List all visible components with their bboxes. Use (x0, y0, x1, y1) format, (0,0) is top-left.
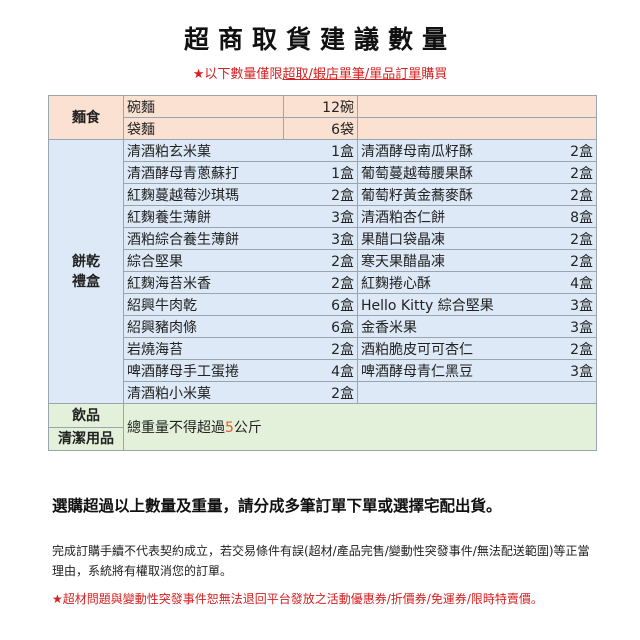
item-qty: 3盒 (531, 293, 597, 316)
item-qty: 3盒 (531, 359, 597, 382)
item-qty: 2盒 (531, 183, 597, 206)
item-name: 紅麴蔓越莓沙琪瑪 (123, 183, 284, 206)
item-name: 金香米果 (357, 315, 532, 338)
empty-cell (357, 95, 597, 118)
item-qty: 6盒 (283, 315, 358, 338)
item-name: 袋麵 (123, 117, 284, 140)
limit-value: 5 (225, 420, 234, 436)
table-row: 紅麴蔓越莓沙琪瑪 2盒 葡萄籽黃金蕎麥酥 2盒 (49, 183, 597, 206)
item-qty: 3盒 (283, 227, 358, 250)
table-row: 紹興牛肉乾 6盒 Hello Kitty 綜合堅果 3盒 (49, 293, 597, 316)
item-qty: 1盒 (283, 161, 358, 184)
split-order-note: 選購超過以上數量及重量，請分成多筆訂單下單或選擇宅配出貨。 (52, 497, 502, 515)
category-drinks: 飲品 (48, 403, 124, 428)
item-qty: 2盒 (531, 227, 597, 250)
item-name: 酒粕綜合養生薄餅 (123, 227, 284, 250)
subtitle-suffix: 購買 (421, 67, 448, 82)
item-name: 啤酒酵母手工蛋捲 (123, 359, 284, 382)
item-qty: 2盒 (283, 381, 358, 404)
item-name: 清酒粕小米菓 (123, 381, 284, 404)
item-name: 寒天果醋晶凍 (357, 249, 532, 272)
item-qty: 1盒 (283, 139, 358, 162)
item-qty: 2盒 (531, 249, 597, 272)
item-name: 葡萄籽黃金蕎麥酥 (357, 183, 532, 206)
item-name: 碗麵 (123, 95, 284, 118)
item-name: 紅麴養生薄餅 (123, 205, 284, 228)
item-qty: 2盒 (283, 249, 358, 272)
item-qty: 12碗 (283, 95, 358, 118)
table-row: 酒粕綜合養生薄餅 3盒 果醋口袋晶凍 2盒 (49, 227, 597, 250)
limit-prefix: 總重量不得超過 (127, 420, 225, 436)
item-name: 紹興豬肉條 (123, 315, 284, 338)
table-row: 紹興豬肉條 6盒 金香米果 3盒 (49, 315, 597, 338)
item-qty: 2盒 (531, 337, 597, 360)
table-row: 清潔用品 (48, 427, 597, 451)
empty-cell (357, 381, 597, 404)
category-line: 禮盒 (72, 273, 100, 290)
subtitle: ★以下數量僅限超取/蝦店單筆/單品訂單購買 (0, 63, 640, 82)
limit-suffix: 公斤 (233, 420, 262, 436)
item-qty: 2盒 (531, 161, 597, 184)
table-row: 飲品 總重量不得超過5公斤 (48, 403, 597, 451)
terms-note: 完成訂購手續不代表契約成立，若交易條件有誤(超材/產品完售/變動性突發事件/無法… (52, 544, 590, 578)
item-name: 紅麴海苔米香 (123, 271, 284, 294)
item-qty: 2盒 (283, 337, 358, 360)
table-row: 袋麵 6袋 (49, 117, 597, 140)
weight-limit: 總重量不得超過5公斤 (123, 403, 597, 451)
table-row: 紅麴海苔米香 2盒 紅麴捲心酥 4盒 (49, 271, 597, 294)
table-row: 啤酒酵母手工蛋捲 4盒 啤酒酵母青仁黑豆 3盒 (49, 359, 597, 382)
category-line: 餅乾 (72, 253, 100, 270)
item-name: 果醋口袋晶凍 (357, 227, 532, 250)
item-qty: 2盒 (531, 139, 597, 162)
item-name: 清酒粕玄米菓 (123, 139, 284, 162)
table-row: 餅乾 禮盒 清酒粕玄米菓 1盒 清酒酵母南瓜籽酥 2盒 (48, 139, 597, 404)
item-qty: 4盒 (283, 359, 358, 382)
table-row: 紅麴養生薄餅 3盒 清酒粕杏仁餅 8盒 (49, 205, 597, 228)
item-name: 綜合堅果 (123, 249, 284, 272)
subtitle-underlined: 超取/蝦店單筆/單品訂單 (282, 67, 422, 82)
item-qty: 2盒 (283, 183, 358, 206)
item-name: 清酒酵母青蔥蘇打 (123, 161, 284, 184)
item-name: 酒粕脆皮可可杏仁 (357, 337, 532, 360)
subtitle-prefix: ★以下數量僅限 (192, 67, 283, 82)
item-qty: 4盒 (531, 271, 597, 294)
item-qty: 2盒 (283, 271, 358, 294)
item-qty: 8盒 (531, 205, 597, 228)
category-snacks: 餅乾 禮盒 (48, 139, 124, 404)
item-qty: 3盒 (531, 315, 597, 338)
coupon-warning: ★超材問題與變動性突發事件恕無法退回平台發放之活動優惠券/折價券/免運券/限時特… (52, 592, 543, 606)
page-title: 超商取貨建議數量 (183, 25, 456, 54)
table-row: 岩燒海苔 2盒 酒粕脆皮可可杏仁 2盒 (49, 337, 597, 360)
item-name: Hello Kitty 綜合堅果 (357, 293, 532, 316)
item-name: 紹興牛肉乾 (123, 293, 284, 316)
category-noodles: 麵食 (48, 95, 124, 140)
quantity-table: 麵食 碗麵 12碗 袋麵 6袋 餅乾 禮盒 清酒粕玄米菓 1盒 清酒酵母南瓜籽酥 2盒 清酒酵母青蔥蘇… (48, 95, 597, 451)
item-qty: 3盒 (283, 205, 358, 228)
item-qty: 6袋 (283, 117, 358, 140)
item-name: 啤酒酵母青仁黑豆 (357, 359, 532, 382)
table-row: 清酒粕小米菓 2盒 (49, 381, 597, 404)
table-row: 麵食 碗麵 12碗 (48, 95, 597, 140)
item-name: 紅麴捲心酥 (357, 271, 532, 294)
item-name: 葡萄蔓越莓腰果酥 (357, 161, 532, 184)
item-name: 岩燒海苔 (123, 337, 284, 360)
item-name: 清酒酵母南瓜籽酥 (357, 139, 532, 162)
item-qty: 6盒 (283, 293, 358, 316)
empty-cell (357, 117, 597, 140)
category-cleaning: 清潔用品 (48, 427, 124, 451)
table-row: 綜合堅果 2盒 寒天果醋晶凍 2盒 (49, 249, 597, 272)
item-name: 清酒粕杏仁餅 (357, 205, 532, 228)
table-row: 清酒酵母青蔥蘇打 1盒 葡萄蔓越莓腰果酥 2盒 (49, 161, 597, 184)
